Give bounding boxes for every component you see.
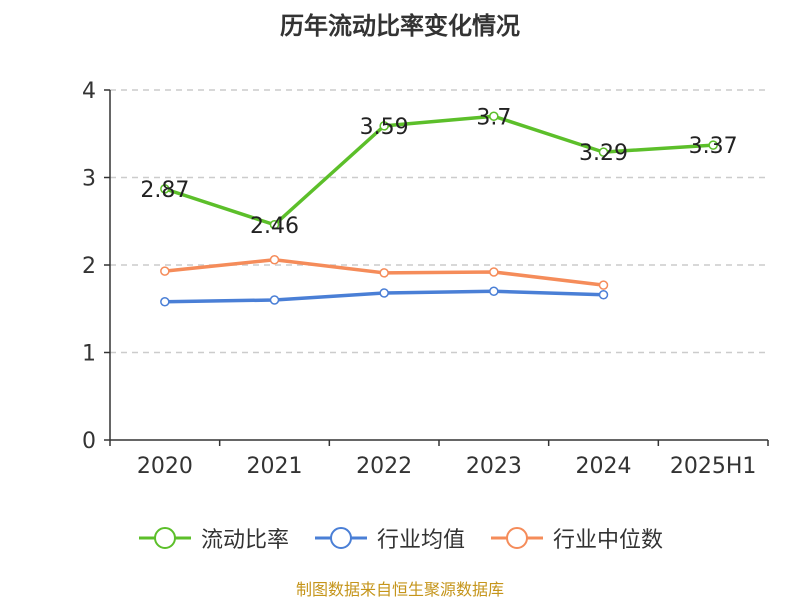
legend-item: 行业均值: [313, 522, 465, 554]
data-point: [489, 267, 499, 277]
legend-label: 行业均值: [376, 528, 465, 553]
data-point: [708, 140, 718, 150]
data-point: [489, 111, 499, 121]
series-line: [164, 114, 714, 227]
data-point: [489, 286, 499, 296]
y-tick-label: 3: [82, 167, 96, 192]
data-point: [598, 280, 609, 290]
data-point: [379, 121, 389, 131]
legend-label: 行业中位数: [553, 528, 664, 553]
legend: 流动比率 行业均值 行业中位数: [0, 518, 800, 558]
data-point: [598, 290, 609, 300]
data-label: 2.46: [250, 214, 299, 239]
x-tick-label: 2024: [576, 454, 632, 479]
y-tick-label: 0: [82, 429, 96, 454]
data-label: 3.59: [360, 115, 409, 140]
data-point: [160, 297, 170, 307]
x-tick-label: 2025H1: [670, 454, 757, 479]
data-label: 3.37: [689, 134, 738, 159]
data-point: [160, 266, 170, 276]
data-point: [160, 184, 170, 194]
x-tick-label: 2022: [356, 454, 412, 479]
x-tick-label: 2021: [247, 454, 303, 479]
legend-line-icon: [314, 527, 367, 549]
y-tick-label: 1: [82, 342, 96, 367]
legend-item: 流动比率: [137, 522, 289, 554]
data-point: [379, 268, 389, 278]
source-note: 制图数据来自恒生聚源数据库: [295, 580, 504, 599]
legend-line-icon: [491, 527, 543, 549]
legend-item: 行业中位数: [489, 522, 663, 554]
legend-line-icon: [138, 527, 191, 549]
data-point: [269, 295, 280, 305]
data-label: 2.87: [140, 178, 189, 203]
data-point: [269, 255, 280, 265]
data-point: [269, 220, 280, 230]
y-tick-label: 4: [82, 79, 96, 104]
x-tick-label: 2023: [466, 454, 522, 479]
y-tick-label: 2: [82, 254, 96, 279]
legend-label: 流动比率: [200, 528, 289, 553]
x-tick-label: 2020: [137, 454, 193, 479]
data-label: 3.7: [476, 105, 511, 130]
chart-title: 历年流动比率变化情况: [280, 12, 520, 40]
line-chart: 0 1 2 3 4 2020 2021 2022 2023 2024 2025H1 2.87 2.46 3…: [82, 79, 769, 479]
data-label: 3.29: [579, 141, 628, 166]
data-point: [379, 288, 389, 298]
data-point: [598, 147, 609, 157]
